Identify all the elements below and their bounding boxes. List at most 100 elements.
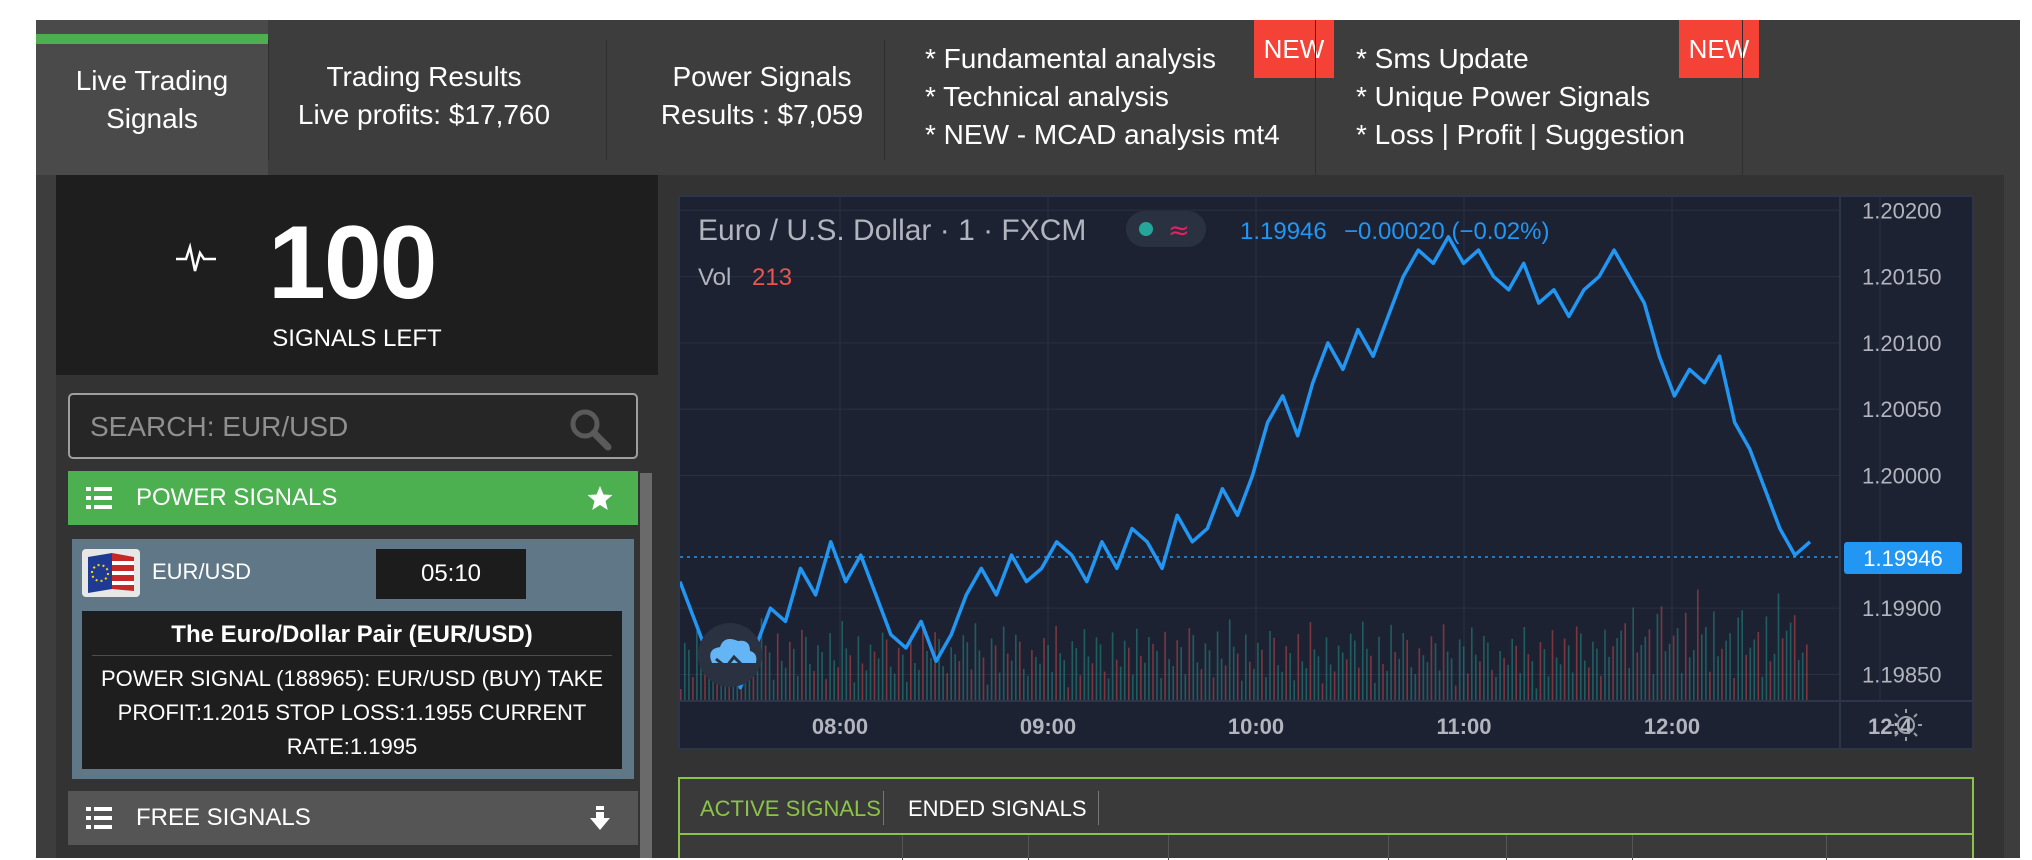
y-tick-label: 1.20050 [1862, 397, 1942, 422]
volume-bar [1777, 593, 1780, 701]
volume-bar [797, 676, 799, 701]
volume-bar [833, 660, 835, 701]
volume-bar [1547, 676, 1550, 701]
volume-bar [1422, 655, 1425, 701]
volume-bar [1499, 651, 1501, 701]
cloud-logo-icon[interactable] [698, 623, 762, 687]
tab-divider [606, 40, 607, 160]
search-box[interactable] [68, 393, 638, 459]
feature-line: * Unique Power Signals [1356, 81, 1651, 112]
volume-bar [1366, 648, 1368, 701]
volume-bar [1503, 657, 1505, 701]
chart-price: 1.19946 [1240, 218, 1327, 245]
tab-ended-signals[interactable]: ENDED SIGNALS [908, 796, 1087, 821]
volume-bar [893, 673, 896, 701]
tab-label-line1: Live Trading [75, 65, 229, 96]
signals-left-label: SIGNALS LEFT [272, 325, 442, 352]
volume-bar [1333, 671, 1336, 701]
volume-bar [1216, 631, 1219, 701]
volume-bar [1337, 645, 1340, 701]
volume-bar [1608, 656, 1610, 701]
signal-title: The Euro/Dollar Pair (EUR/USD) [171, 621, 533, 648]
search-input[interactable] [88, 405, 562, 449]
volume-bar [1640, 645, 1643, 701]
volume-bar [692, 677, 694, 701]
free-signals-header[interactable]: FREE SIGNALS [68, 791, 638, 845]
volume-bar [1099, 644, 1102, 701]
volume-bar [994, 645, 997, 701]
volume-bar [825, 679, 827, 701]
volume-bar [1115, 659, 1118, 701]
volume-bar [1172, 666, 1174, 701]
sidebar-scrollbar[interactable] [640, 473, 652, 858]
volume-bar [1192, 635, 1195, 701]
y-tick-label: 1.19900 [1862, 596, 1942, 621]
arrow-down-icon[interactable] [586, 804, 614, 832]
volume-bar [1119, 666, 1122, 701]
volume-bar [897, 647, 900, 701]
x-tick-label: 11:00 [1436, 714, 1491, 739]
volume-bar [986, 684, 989, 701]
tab-trading-results[interactable]: Trading Results Live profits: $17,760 [269, 20, 579, 175]
tab-label-line1: Power Signals [672, 61, 852, 92]
volume-bar [1733, 678, 1735, 701]
volume-bar [1664, 651, 1667, 701]
volume-bar [1095, 637, 1098, 701]
volume-value: 213 [752, 264, 792, 291]
volume-bar [1370, 655, 1372, 701]
y-axis-labels: 1.20200 1.20150 1.20100 1.20050 1.20000 1.199… [1862, 198, 1942, 687]
volume-bar [1083, 629, 1086, 701]
volume-bar [942, 666, 944, 701]
volume-bar [1196, 662, 1199, 701]
volume-bar [1688, 657, 1691, 701]
volume-bar [1168, 659, 1170, 701]
tab-power-signals[interactable]: Power Signals Results : $7,059 [607, 20, 917, 175]
volume-bar [1446, 651, 1449, 701]
volume-bar [978, 650, 981, 701]
volume-bar [1374, 682, 1376, 701]
volume-bar [1781, 638, 1784, 701]
volume-bar [704, 665, 706, 701]
volume-bar [1378, 636, 1380, 701]
features-analysis-tab[interactable]: * Fundamental analysis * Technical analy… [885, 20, 1334, 175]
price-chart[interactable]: 1.20200 1.20150 1.20100 1.20050 1.20000 1.199… [678, 195, 1974, 750]
tab-active-signals[interactable]: ACTIVE SIGNALS [700, 796, 881, 821]
y-tick-label: 1.19850 [1862, 662, 1942, 687]
volume-bar [1107, 678, 1110, 701]
volume-bar [1612, 646, 1614, 701]
volume-bar [1002, 626, 1005, 701]
volume-bar [1176, 640, 1178, 701]
volume-bar [869, 644, 872, 701]
volume-bar [1705, 627, 1707, 701]
volume-bar [1479, 661, 1481, 701]
volume-bar [1341, 652, 1344, 701]
search-icon[interactable] [568, 407, 612, 451]
volume-bar [1745, 655, 1747, 701]
volume-bar [1660, 606, 1663, 701]
signal-card[interactable]: EUR/USD 05:10 The Euro/Dollar Pair (EUR/… [72, 539, 634, 779]
volume-bar [1164, 631, 1166, 701]
tab-live-trading-signals[interactable]: Live Trading Signals [36, 20, 268, 175]
volume-bar [1584, 660, 1586, 701]
volume-bar [881, 632, 884, 701]
star-icon[interactable] [586, 484, 614, 512]
volume-bar [1019, 641, 1021, 701]
tab-divider [884, 40, 885, 160]
power-signals-header[interactable]: POWER SIGNALS [68, 471, 638, 525]
volume-bar [1055, 626, 1057, 701]
settings-icon[interactable] [1890, 709, 1922, 741]
volume-bar [1224, 665, 1227, 701]
volume-bar [970, 669, 973, 701]
top-tabs: Live Trading Signals Trading Results Liv… [36, 20, 2020, 175]
feature-line: * Technical analysis [925, 81, 1169, 112]
volume-bar [954, 654, 956, 701]
volume-bar [1693, 650, 1695, 701]
x-tick-label: 12:00 [1644, 714, 1700, 739]
volume-bar [1527, 654, 1530, 701]
volume-bar [1632, 607, 1634, 701]
features-updates-tab[interactable]: * Sms Update * Unique Power Signals * Lo… [1316, 20, 1759, 175]
free-signals-label: FREE SIGNALS [136, 804, 311, 831]
volume-bar [1656, 613, 1659, 701]
volume-bar [1475, 654, 1477, 701]
volume-bar [1709, 671, 1711, 701]
